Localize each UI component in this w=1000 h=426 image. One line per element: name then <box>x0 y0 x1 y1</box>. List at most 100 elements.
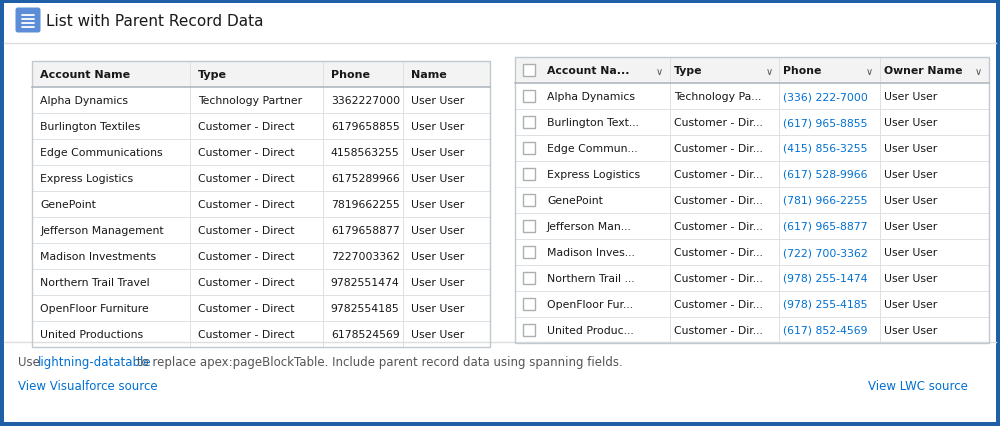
Text: 7819662255: 7819662255 <box>331 199 400 210</box>
Text: ∨: ∨ <box>765 67 773 77</box>
Text: Customer - Dir...: Customer - Dir... <box>674 196 763 205</box>
Text: 7227003362: 7227003362 <box>331 251 400 262</box>
Text: Customer - Dir...: Customer - Dir... <box>674 222 763 231</box>
Bar <box>32 62 490 88</box>
Text: User User: User User <box>884 325 937 335</box>
Text: 9782554185: 9782554185 <box>331 303 400 313</box>
Text: User User: User User <box>411 277 464 287</box>
Bar <box>515 58 989 84</box>
Text: GenePoint: GenePoint <box>547 196 603 205</box>
Text: Customer - Direct: Customer - Direct <box>198 277 295 287</box>
Bar <box>523 169 535 181</box>
Text: Customer - Dir...: Customer - Dir... <box>674 299 763 309</box>
Text: Phone: Phone <box>331 70 370 80</box>
Text: Customer - Dir...: Customer - Dir... <box>674 170 763 180</box>
Bar <box>32 321 490 347</box>
Text: User User: User User <box>411 199 464 210</box>
Text: (978) 255-1474: (978) 255-1474 <box>783 273 868 283</box>
Text: Customer - Direct: Customer - Direct <box>198 329 295 339</box>
Text: Phone: Phone <box>783 66 822 76</box>
Text: User User: User User <box>884 118 937 128</box>
Text: Express Logistics: Express Logistics <box>40 173 133 184</box>
Bar <box>32 218 490 243</box>
Text: User User: User User <box>884 248 937 257</box>
Text: (617) 528-9966: (617) 528-9966 <box>783 170 868 180</box>
Text: Customer - Direct: Customer - Direct <box>198 199 295 210</box>
Text: Name: Name <box>411 70 447 80</box>
Text: View Visualforce source: View Visualforce source <box>18 380 158 393</box>
Bar <box>515 239 989 265</box>
Bar <box>523 195 535 207</box>
Text: Type: Type <box>198 70 227 80</box>
Text: ∨: ∨ <box>866 67 873 77</box>
Text: User User: User User <box>411 173 464 184</box>
Bar <box>32 166 490 192</box>
Text: Express Logistics: Express Logistics <box>547 170 640 180</box>
Text: 6179658877: 6179658877 <box>331 225 400 236</box>
Text: 4158563255: 4158563255 <box>331 148 400 158</box>
Bar <box>515 291 989 317</box>
Bar <box>32 62 490 347</box>
Text: Customer - Dir...: Customer - Dir... <box>674 273 763 283</box>
Text: Use: Use <box>18 356 44 368</box>
Text: OpenFloor Furniture: OpenFloor Furniture <box>40 303 149 313</box>
Text: (617) 965-8855: (617) 965-8855 <box>783 118 868 128</box>
Text: View LWC source: View LWC source <box>868 380 968 393</box>
Text: Customer - Dir...: Customer - Dir... <box>674 118 763 128</box>
Bar <box>523 91 535 103</box>
Text: (336) 222-7000: (336) 222-7000 <box>783 92 868 102</box>
Text: Alpha Dynamics: Alpha Dynamics <box>547 92 635 102</box>
Bar <box>523 221 535 233</box>
Text: Madison Inves...: Madison Inves... <box>547 248 635 257</box>
Text: User User: User User <box>884 144 937 154</box>
Text: (617) 965-8877: (617) 965-8877 <box>783 222 868 231</box>
Bar <box>515 84 989 110</box>
Text: Account Na...: Account Na... <box>547 66 630 76</box>
FancyBboxPatch shape <box>16 9 40 33</box>
Text: (617) 852-4569: (617) 852-4569 <box>783 325 868 335</box>
Text: Account Name: Account Name <box>40 70 130 80</box>
Text: Customer - Dir...: Customer - Dir... <box>674 144 763 154</box>
Bar <box>515 317 989 343</box>
Bar <box>32 140 490 166</box>
Text: Technology Pa...: Technology Pa... <box>674 92 761 102</box>
Text: Burlington Text...: Burlington Text... <box>547 118 639 128</box>
Text: Customer - Direct: Customer - Direct <box>198 225 295 236</box>
Bar <box>515 58 989 343</box>
Text: User User: User User <box>884 299 937 309</box>
Text: User User: User User <box>411 122 464 132</box>
Text: Customer - Direct: Customer - Direct <box>198 148 295 158</box>
Text: United Productions: United Productions <box>40 329 143 339</box>
Bar <box>515 136 989 161</box>
Text: 6179658855: 6179658855 <box>331 122 400 132</box>
Text: ∨: ∨ <box>656 67 663 77</box>
Bar <box>523 272 535 284</box>
Bar <box>32 192 490 218</box>
Bar <box>515 161 989 187</box>
Bar <box>32 269 490 295</box>
Text: User User: User User <box>884 92 937 102</box>
Bar <box>515 187 989 213</box>
Text: Jefferson Man...: Jefferson Man... <box>547 222 632 231</box>
Text: User User: User User <box>411 329 464 339</box>
Text: Jefferson Management: Jefferson Management <box>40 225 164 236</box>
Text: Customer - Dir...: Customer - Dir... <box>674 325 763 335</box>
Bar <box>32 295 490 321</box>
Text: (978) 255-4185: (978) 255-4185 <box>783 299 868 309</box>
Text: Madison Investments: Madison Investments <box>40 251 156 262</box>
Text: Burlington Textiles: Burlington Textiles <box>40 122 140 132</box>
Text: User User: User User <box>884 222 937 231</box>
Bar <box>523 117 535 129</box>
Text: 6175289966: 6175289966 <box>331 173 400 184</box>
Bar <box>32 88 490 114</box>
Bar <box>523 298 535 310</box>
Text: to replace apex:pageBlockTable. Include parent record data using spanning fields: to replace apex:pageBlockTable. Include … <box>133 356 623 368</box>
Text: Customer - Direct: Customer - Direct <box>198 251 295 262</box>
Bar <box>523 246 535 259</box>
Text: Owner Name: Owner Name <box>884 66 962 76</box>
Text: Customer - Direct: Customer - Direct <box>198 303 295 313</box>
Text: (781) 966-2255: (781) 966-2255 <box>783 196 868 205</box>
Text: User User: User User <box>411 251 464 262</box>
Text: 3362227000: 3362227000 <box>331 96 400 106</box>
Text: Customer - Direct: Customer - Direct <box>198 173 295 184</box>
